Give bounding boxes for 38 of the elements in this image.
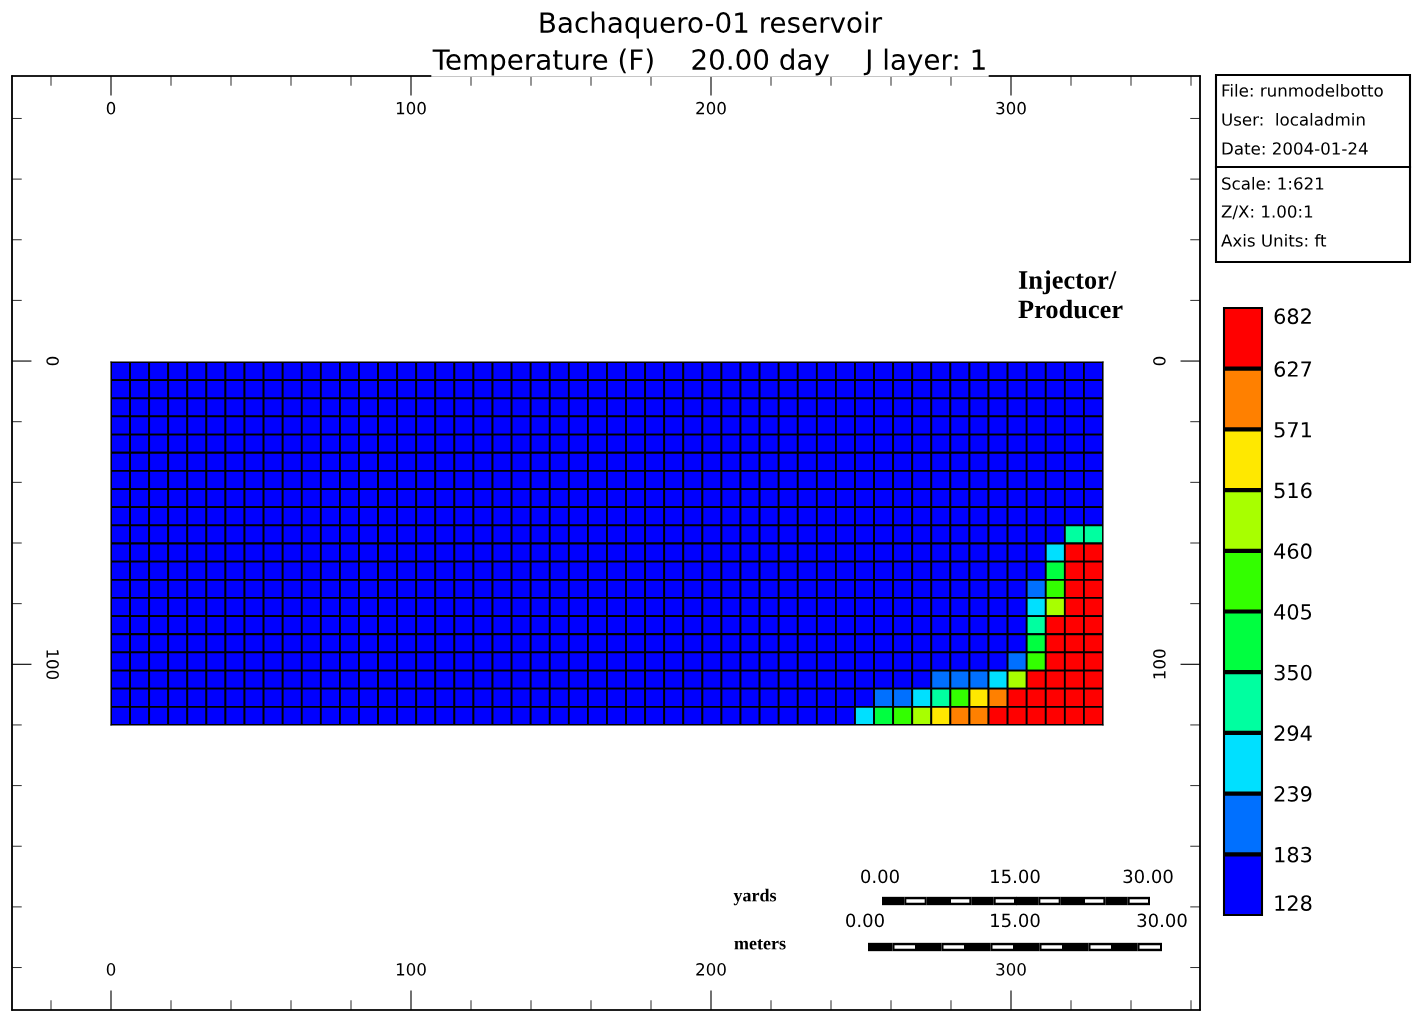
text: File: runmodelbotto: [1222, 83, 1383, 97]
y2-tick-label: 0: [1153, 356, 1166, 366]
annotation: 0.00: [861, 869, 899, 884]
color-bar-label: 183: [1275, 846, 1312, 863]
x-tick-label: 300: [996, 963, 1026, 976]
chart-title: Bachaquero-01 reservoir: [540, 11, 883, 39]
color-bar-label: 128: [1275, 895, 1312, 911]
x2-tick-label: 200: [696, 101, 726, 115]
color-bar-label: 516: [1274, 482, 1312, 499]
annotation: yards: [733, 888, 777, 906]
color-bar-label: 405: [1274, 603, 1312, 620]
color-bar-label: 571: [1274, 422, 1311, 438]
color-bar-label: 682: [1274, 308, 1311, 325]
text: Axis Units: ft: [1221, 233, 1327, 247]
annotation: 15.00: [991, 913, 1040, 928]
annotation: 30.00: [1137, 913, 1187, 928]
color-bar-label: 239: [1274, 786, 1312, 802]
color-bar-label: 627: [1274, 361, 1312, 377]
annotation: 15.00: [991, 869, 1040, 884]
chart-subtitle: Temperature (F) 20.00 day J layer: 1: [432, 48, 985, 76]
color-bar-label: 350: [1274, 664, 1312, 681]
x-tick-label: 100: [396, 963, 426, 976]
text: Z/X: 1.00:1: [1221, 205, 1313, 220]
annotation: 0.00: [846, 913, 884, 928]
x2-tick-label: 100: [396, 101, 426, 115]
text: Scale: 1:621: [1222, 176, 1324, 190]
annotation: Injector/ Producer: [1018, 270, 1123, 319]
color-bar-label: 294: [1274, 725, 1312, 742]
y2-tick-label: 100: [1153, 649, 1166, 679]
x-tick-label: 0: [106, 963, 116, 976]
x2-tick-label: 300: [996, 101, 1026, 115]
annotation: meters: [734, 939, 786, 950]
text: User: localadmin: [1222, 112, 1365, 126]
x-tick-label: 200: [696, 963, 726, 976]
annotation: 30.00: [1123, 869, 1173, 884]
x2-tick-label: 0: [106, 101, 116, 115]
text: Date: 2004-01-24: [1222, 142, 1368, 155]
color-bar-label: 460: [1274, 543, 1312, 560]
